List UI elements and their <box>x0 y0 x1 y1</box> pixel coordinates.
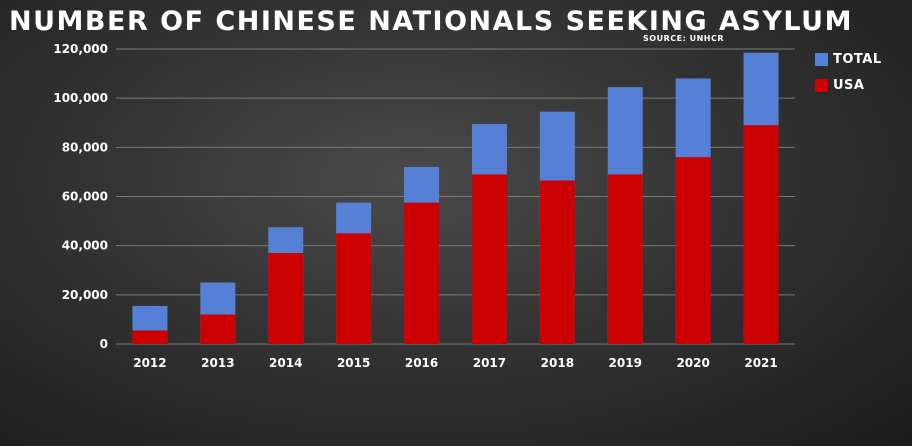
x-tick-label: 2015 <box>337 356 370 370</box>
bar-usa-2021 <box>743 125 779 344</box>
bar-usa-2019 <box>607 174 643 344</box>
legend-label-total: TOTAL <box>833 51 882 67</box>
bar-usa-2018 <box>539 180 575 344</box>
legend-item-total: TOTAL <box>815 46 882 72</box>
legend-swatch-usa <box>815 78 828 92</box>
x-tick-label: 2013 <box>201 356 234 370</box>
chart-title: NUMBER OF CHINESE NATIONALS SEEKING ASYL… <box>9 6 853 37</box>
y-tick-label: 0 <box>100 337 108 351</box>
y-tick-label: 20,000 <box>62 288 108 302</box>
y-tick-label: 60,000 <box>62 190 108 204</box>
x-tick-label: 2018 <box>541 356 574 370</box>
bar-usa-2020 <box>675 157 711 344</box>
y-tick-label: 80,000 <box>62 140 108 154</box>
x-tick-label: 2020 <box>676 356 709 370</box>
bar-usa-2013 <box>200 314 236 344</box>
legend-swatch-total <box>815 52 828 66</box>
legend-item-usa: USA <box>815 72 882 98</box>
legend-label-usa: USA <box>833 77 865 93</box>
x-tick-label: 2017 <box>473 356 506 370</box>
legend: TOTAL USA <box>815 46 882 98</box>
x-tick-label: 2016 <box>405 356 438 370</box>
x-tick-label: 2021 <box>744 356 777 370</box>
bar-usa-2012 <box>132 330 168 344</box>
y-tick-label: 100,000 <box>53 91 108 105</box>
bar-usa-2016 <box>404 202 440 344</box>
bar-usa-2017 <box>471 174 507 344</box>
chart-source: SOURCE: UNHCR <box>643 34 724 43</box>
bar-usa-2014 <box>268 253 304 344</box>
x-tick-label: 2019 <box>609 356 642 370</box>
x-tick-label: 2012 <box>133 356 166 370</box>
y-tick-label: 40,000 <box>62 239 108 253</box>
y-tick-label: 120,000 <box>53 42 108 56</box>
x-tick-label: 2014 <box>269 356 302 370</box>
bar-usa-2015 <box>336 233 372 344</box>
